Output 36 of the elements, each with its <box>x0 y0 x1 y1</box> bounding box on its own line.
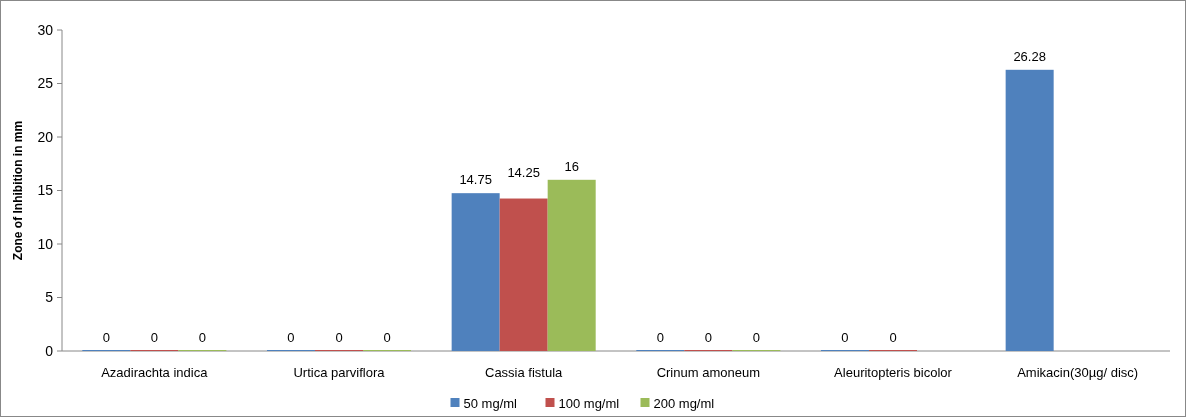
bar <box>451 193 500 351</box>
data-label: 0 <box>752 330 760 345</box>
bar <box>499 198 548 351</box>
data-label: 0 <box>150 330 158 345</box>
data-label: 0 <box>704 330 712 345</box>
data-label: 0 <box>383 330 391 345</box>
y-tick-label: 15 <box>37 182 54 199</box>
y-tick-label: 10 <box>37 235 54 252</box>
data-label: 16 <box>564 158 579 174</box>
y-tick-label: 20 <box>37 128 54 145</box>
y-axis-title: Zone of Inhibition in mm <box>11 120 25 261</box>
legend-label: 100 mg/ml <box>558 395 620 411</box>
x-tick-label: Cassia fistula <box>485 365 564 380</box>
data-label: 14.75 <box>459 172 492 188</box>
data-label: 14.25 <box>507 164 540 180</box>
y-tick-label: 30 <box>37 21 54 38</box>
data-label: 0 <box>287 330 295 345</box>
x-tick-label: Urtica parviflora <box>293 365 386 380</box>
x-tick-label: Crinum amoneum <box>656 365 760 380</box>
data-label: 0 <box>335 330 343 345</box>
data-label: 0 <box>102 330 110 345</box>
legend-label: 200 mg/ml <box>653 395 715 411</box>
bar <box>1005 69 1054 351</box>
data-label: 0 <box>889 330 897 345</box>
x-tick-label: Azadirachta indica <box>101 365 209 380</box>
data-label: 26.28 <box>1013 48 1046 64</box>
bar <box>547 179 596 351</box>
data-label: 0 <box>841 330 849 345</box>
legend-label: 50 mg/ml <box>463 395 518 411</box>
data-label: 0 <box>656 330 664 345</box>
data-label: 0 <box>198 330 206 345</box>
y-tick-label: 5 <box>45 289 54 306</box>
y-tick-label: 0 <box>45 342 54 359</box>
y-tick-label: 25 <box>37 75 54 92</box>
x-tick-label: Aleuritopteris bicolor <box>834 365 953 380</box>
x-tick-label: Amikacin(30µg/ disc) <box>1017 365 1139 380</box>
